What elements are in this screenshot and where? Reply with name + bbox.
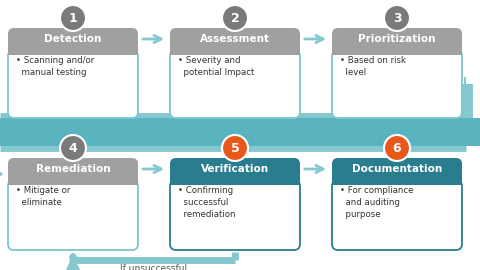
Text: Remediation: Remediation: [36, 164, 110, 174]
Circle shape: [384, 5, 410, 31]
Bar: [170, 169, 300, 185]
Text: • Mitigate or
  eliminate: • Mitigate or eliminate: [16, 186, 71, 207]
FancyBboxPatch shape: [170, 50, 300, 118]
Text: If unsuccessful: If unsuccessful: [120, 264, 188, 270]
Bar: [0, 118, 480, 146]
FancyBboxPatch shape: [8, 28, 138, 54]
Text: Prioritization: Prioritization: [358, 34, 436, 44]
FancyBboxPatch shape: [170, 158, 300, 184]
Bar: [0, 118, 480, 146]
Bar: [8, 169, 138, 185]
Text: • For compliance
  and auditing
  purpose: • For compliance and auditing purpose: [340, 186, 413, 219]
FancyBboxPatch shape: [332, 180, 462, 250]
Text: 5: 5: [230, 141, 240, 154]
Circle shape: [60, 5, 86, 31]
Bar: [8, 39, 138, 55]
Text: 1: 1: [69, 12, 77, 25]
FancyBboxPatch shape: [170, 28, 300, 54]
Bar: [170, 39, 300, 55]
Text: • Scanning and/or
  manual testing: • Scanning and/or manual testing: [16, 56, 94, 77]
Text: 3: 3: [393, 12, 401, 25]
FancyBboxPatch shape: [8, 158, 138, 184]
Circle shape: [222, 135, 248, 161]
Circle shape: [60, 135, 86, 161]
Text: 4: 4: [69, 141, 77, 154]
FancyBboxPatch shape: [170, 180, 300, 250]
FancyBboxPatch shape: [332, 50, 462, 118]
Text: • Based on risk
  level: • Based on risk level: [340, 56, 406, 77]
Bar: [332, 169, 462, 185]
Circle shape: [384, 135, 410, 161]
Text: Documentation: Documentation: [352, 164, 442, 174]
Text: 6: 6: [393, 141, 401, 154]
Text: • Severity and
  potential Impact: • Severity and potential Impact: [178, 56, 254, 77]
FancyBboxPatch shape: [332, 158, 462, 184]
Text: 2: 2: [230, 12, 240, 25]
Text: • Confirming
  successful
  remediation: • Confirming successful remediation: [178, 186, 236, 219]
FancyBboxPatch shape: [332, 28, 462, 54]
Text: Assessment: Assessment: [200, 34, 270, 44]
Text: Detection: Detection: [44, 34, 102, 44]
FancyBboxPatch shape: [8, 180, 138, 250]
Text: Verification: Verification: [201, 164, 269, 174]
Circle shape: [222, 5, 248, 31]
FancyBboxPatch shape: [8, 50, 138, 118]
Bar: [332, 39, 462, 55]
